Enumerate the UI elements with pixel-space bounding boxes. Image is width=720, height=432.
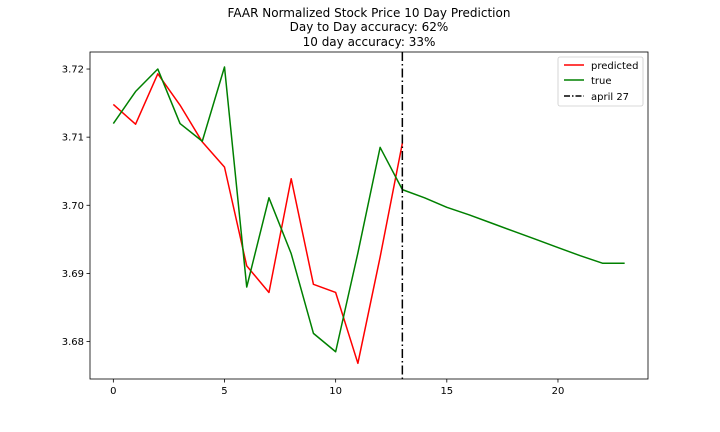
legend-label-predicted: predicted [591,61,638,72]
x-tick-label: 15 [440,386,453,397]
chart-title-line-1: FAAR Normalized Stock Price 10 Day Predi… [228,6,511,20]
legend-label-vline: april 27 [591,92,629,103]
legend: predicted true april 27 [557,56,644,107]
series-line-true [112,66,625,353]
y-axis-ticks: 3.68 3.69 3.70 3.71 3.72 [62,65,90,348]
x-tick-label: 5 [221,386,227,397]
y-tick-label: 3.70 [62,201,84,212]
legend-box [557,56,644,107]
y-tick-label: 3.68 [62,337,84,348]
x-tick-label: 10 [329,386,342,397]
x-axis-ticks: 0 5 10 15 20 [110,379,564,397]
chart-title-line-2: Day to Day accuracy: 62% [290,20,449,34]
axes-frame [89,51,649,380]
y-tick-label: 3.72 [62,65,84,76]
plot-area [112,52,625,379]
chart-title-line-3: 10 day accuracy: 33% [303,35,436,49]
y-tick-label: 3.69 [62,269,84,280]
legend-label-true: true [591,76,612,87]
x-tick-label: 0 [110,386,116,397]
x-tick-label: 20 [552,386,565,397]
y-tick-label: 3.71 [62,133,84,144]
